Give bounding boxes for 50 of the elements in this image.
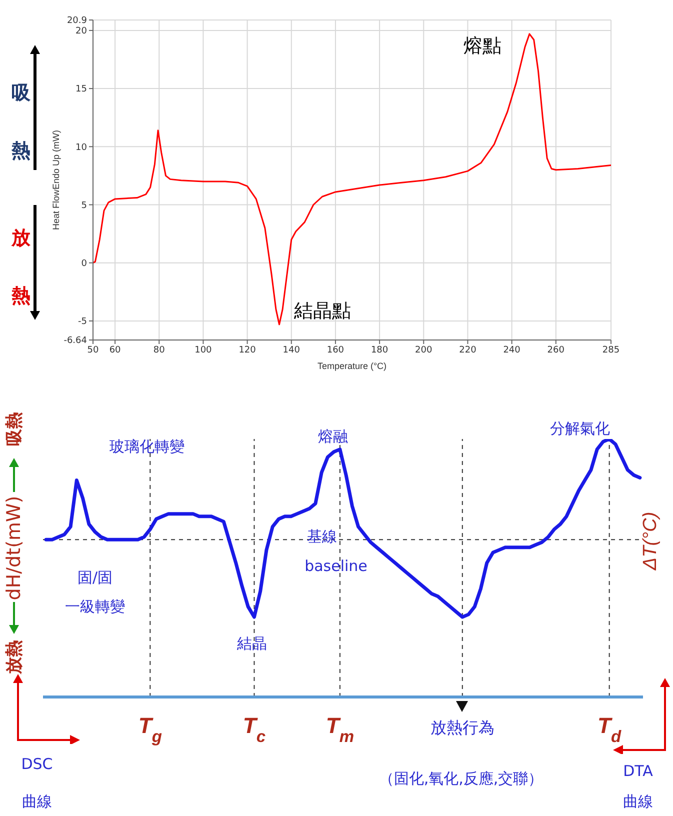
x-tick-label: 140 xyxy=(282,345,300,356)
annotation: 結晶 xyxy=(237,634,267,654)
x-tick-label: 285 xyxy=(602,345,620,356)
text: 曲線 xyxy=(623,792,653,812)
y-tick-label: 15 xyxy=(76,84,87,95)
x-tick-label: T$_{c}$ xyxy=(242,713,266,746)
annotation: baseline xyxy=(304,557,368,575)
y-tick-label: 20.9 xyxy=(66,16,88,26)
annotation: 熔點 xyxy=(463,34,502,59)
y-tick-label: 20 xyxy=(76,26,88,37)
y-axis-title: Heat FlowEndo Up (mW) xyxy=(51,130,61,230)
annotation: 玻璃化轉變 xyxy=(110,438,184,456)
text: 吸熱 xyxy=(12,82,30,162)
x-tick-label: 200 xyxy=(415,345,432,356)
x-tick-label: 220 xyxy=(459,345,477,356)
y-tick-label: -5 xyxy=(78,317,87,328)
annotation: 基線 xyxy=(307,528,337,546)
x-axis-title: Temperature (°C) xyxy=(317,361,387,371)
annotation: 熔融 xyxy=(318,428,348,446)
x-tick-label: 50 xyxy=(87,345,99,356)
x-tick-label: T$_{g}$ xyxy=(138,713,162,746)
y-tick-label: 5 xyxy=(81,200,87,211)
x-tick-label: 100 xyxy=(194,345,212,356)
text: 分解氣化 xyxy=(550,420,610,438)
annotation: 一級轉變 xyxy=(65,598,125,616)
y-axis-title: dH/dt(mW) xyxy=(3,496,25,600)
annotation: 結晶點 xyxy=(294,299,351,324)
text: 放熱 xyxy=(12,227,30,307)
line-series xyxy=(93,33,611,326)
text: DTA xyxy=(623,762,653,780)
text: （固化,氧化,反應,交聯） xyxy=(378,770,544,788)
x-tick-label: T$_{m}$ xyxy=(326,713,354,746)
x-tick-label: 260 xyxy=(547,345,565,356)
x-tick-label: 放熱行為 xyxy=(430,718,494,737)
x-tick-label: 160 xyxy=(326,345,344,356)
text: 吸熱 xyxy=(4,412,26,446)
x-tick-label: 80 xyxy=(153,345,166,356)
annotation: 固/固 xyxy=(77,568,113,588)
y-tick-label: 10 xyxy=(76,142,88,153)
y-tick-label: -6.64 xyxy=(64,336,88,346)
text: DSC xyxy=(21,755,53,773)
x-tick-label: 60 xyxy=(109,345,122,356)
text: 曲線 xyxy=(22,792,52,812)
x-tick-label: T$_{d}$ xyxy=(598,713,622,746)
x-tick-label: 240 xyxy=(503,345,521,356)
y2-axis-title: ΔT(°C) xyxy=(640,512,662,570)
y-tick-label: 0 xyxy=(81,259,88,270)
x-tick-label: 120 xyxy=(238,345,256,356)
x-tick-label: 180 xyxy=(370,345,388,356)
text: 放熱 xyxy=(4,640,26,674)
